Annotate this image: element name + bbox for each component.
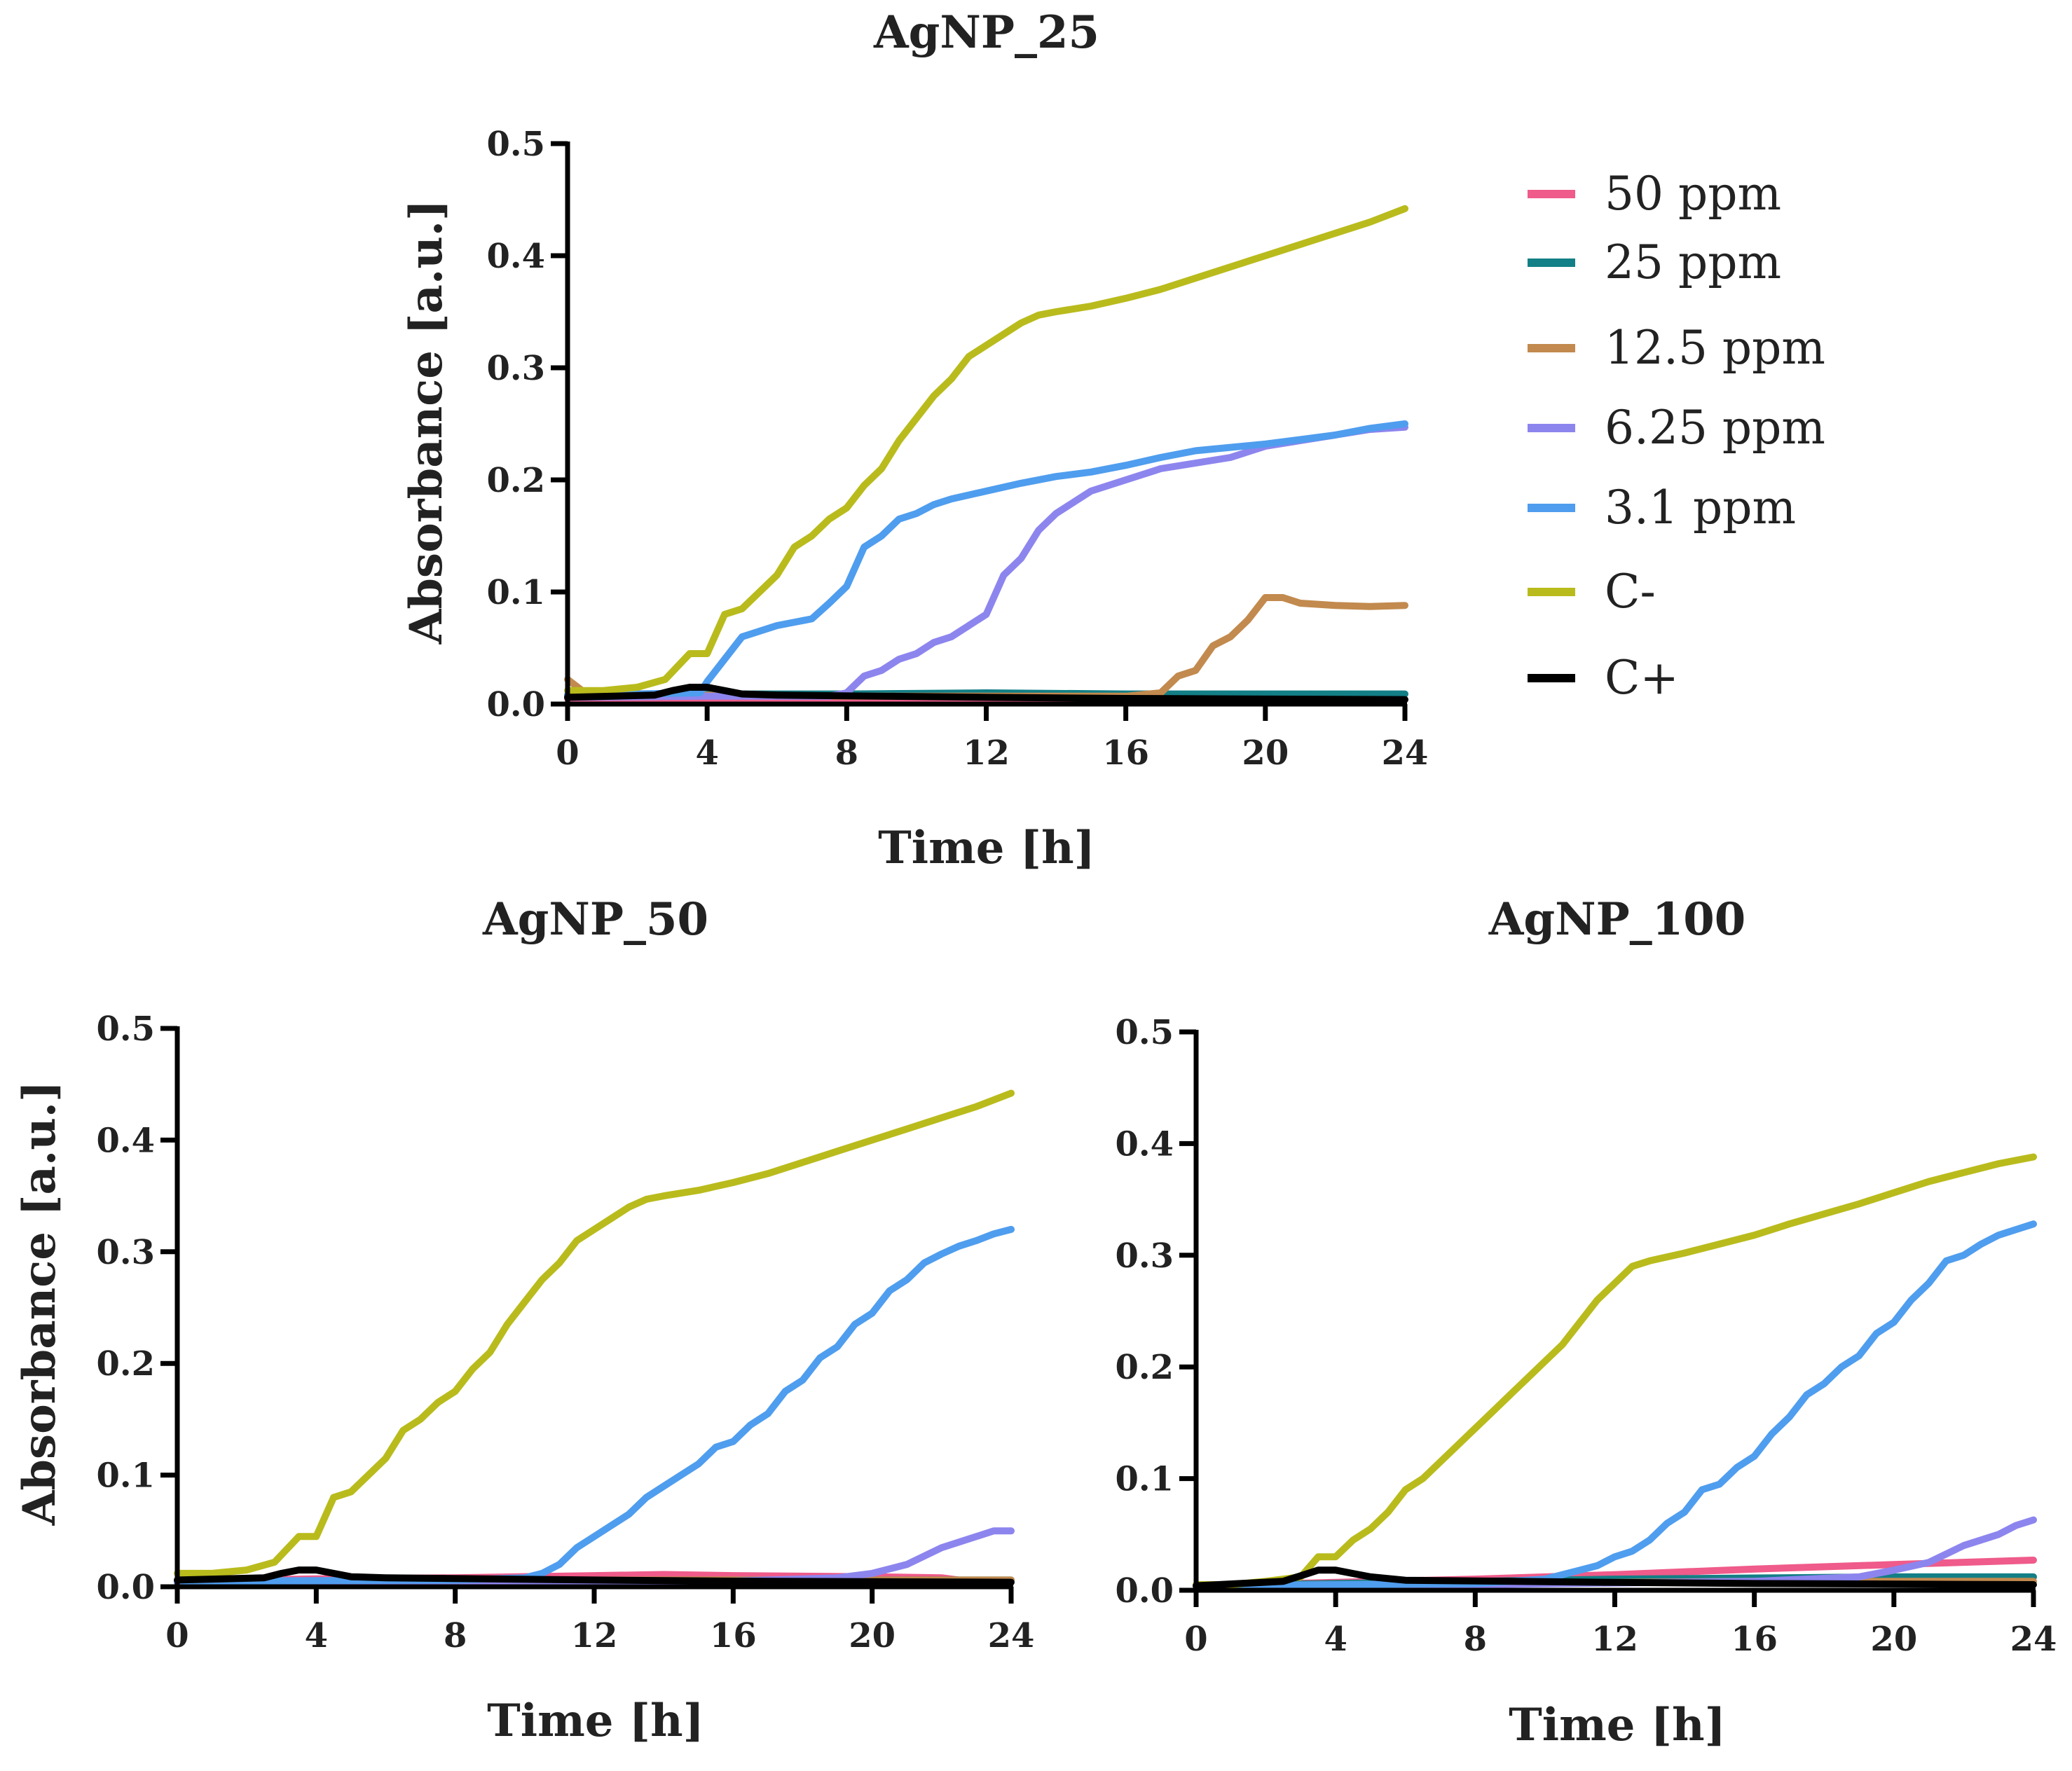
y-tick-label: 0.2	[486, 461, 545, 500]
y-tick-label: 0.1	[96, 1456, 155, 1496]
legend-item: 50 ppm	[1528, 167, 1781, 221]
y-tick-label: 0.1	[1115, 1460, 1174, 1499]
chart-agnp-25: AgNP_25 Absorbance [a.u.] Time [h] 0.00.…	[400, 6, 1428, 874]
series-line-3-1-ppm	[564, 420, 1408, 699]
x-tick-label: 8	[1464, 1620, 1487, 1659]
series-line-6-25-ppm	[564, 423, 1408, 701]
y-tick-label: 0.3	[486, 349, 545, 388]
legend: 50 ppm 25 ppm 12.5 ppm 6.25 ppm 3.1 ppm C- C+	[1528, 167, 1825, 705]
legend-label: 6.25 ppm	[1605, 401, 1825, 455]
x-tick-label: 4	[305, 1616, 328, 1655]
x-tick-label: 4	[1324, 1620, 1347, 1659]
series-line-c-	[174, 1566, 1015, 1586]
chart-title: AgNP_50	[482, 893, 708, 946]
series-line-3-1-ppm	[174, 1225, 1015, 1585]
y-tick-label: 0.2	[1115, 1348, 1174, 1387]
plot-area: 0.0 0.1 0.2 0.3 0.4 0.5 0 4 8 12 16 20 24	[96, 1009, 1034, 1655]
x-tick-label: 20	[1870, 1620, 1917, 1659]
x-tick-label: 24	[1382, 733, 1429, 773]
y-tick-label: 0.2	[96, 1344, 155, 1384]
x-tick-label: 12	[1591, 1620, 1638, 1659]
y-tick-label: 0.4	[1115, 1124, 1174, 1164]
y-tick-label: 0.5	[1115, 1013, 1174, 1052]
legend-item: 25 ppm	[1528, 235, 1781, 289]
legend-label: C+	[1605, 651, 1679, 705]
plot-area: 0.0 0.1 0.2 0.3 0.4 0.5 0 4 8 12 16 20 24	[1115, 1013, 2057, 1659]
x-tick-label: 16	[1731, 1620, 1778, 1659]
y-tick-label: 0.4	[96, 1121, 155, 1160]
series-line-c-	[564, 205, 1408, 694]
chart-title: AgNP_100	[1488, 893, 1746, 946]
x-tick-label: 0	[165, 1616, 188, 1655]
x-tick-label: 16	[1102, 733, 1149, 773]
legend-label: 12.5 ppm	[1605, 321, 1825, 375]
legend-label: 3.1 ppm	[1605, 481, 1796, 535]
y-axis-label: Absorbance [a.u.]	[400, 200, 453, 645]
x-tick-label: 8	[835, 733, 858, 773]
legend-label: 50 ppm	[1605, 167, 1781, 221]
x-axis-label: Time [h]	[878, 822, 1095, 874]
x-tick-label: 16	[710, 1616, 757, 1655]
x-tick-label: 0	[1184, 1620, 1207, 1659]
x-axis-label: Time [h]	[1509, 1699, 1726, 1751]
legend-item: C+	[1528, 651, 1679, 705]
y-tick-label: 0.0	[486, 685, 545, 724]
chart-agnp-50: AgNP_50 Absorbance [a.u.] Time [h] 0.00.…	[13, 893, 1034, 1747]
x-tick-label: 24	[988, 1616, 1035, 1655]
x-tick-label: 20	[1242, 733, 1289, 773]
x-tick-label: 20	[849, 1616, 896, 1655]
y-tick-label: 0.0	[1115, 1571, 1174, 1611]
y-tick-label: 0.4	[486, 237, 545, 276]
x-tick-label: 24	[2010, 1620, 2057, 1659]
x-tick-label: 8	[444, 1616, 467, 1655]
x-tick-label: 12	[571, 1616, 618, 1655]
series-line-c-	[174, 1089, 1015, 1577]
x-tick-label: 4	[695, 733, 718, 773]
series-line-c-	[1193, 1566, 2037, 1590]
legend-item: 3.1 ppm	[1528, 481, 1796, 535]
y-tick-label: 0.5	[486, 125, 545, 164]
series-line-c-	[564, 684, 1408, 703]
y-tick-label: 0.3	[96, 1233, 155, 1272]
y-tick-label: 0.3	[1115, 1236, 1174, 1276]
chart-agnp-100: AgNP_100 Time [h] 0.0 0.1 0.2 0.3 0.4 0.5 0 4 8 1…	[1115, 893, 2057, 1751]
y-tick-label: 0.5	[96, 1009, 155, 1049]
x-tick-label: 12	[963, 733, 1010, 773]
series-line-3-1-ppm	[1193, 1220, 2037, 1590]
y-tick-label: 0.0	[96, 1568, 155, 1607]
legend-label: C-	[1605, 565, 1656, 619]
series-line-c-	[1193, 1153, 2037, 1588]
legend-label: 25 ppm	[1605, 235, 1781, 289]
x-axis-label: Time [h]	[487, 1695, 704, 1747]
plot-area: 0.0 0.1 0.2 0.3 0.4 0.5 0 4 8 12 16 20 24	[486, 125, 1428, 773]
y-tick-label: 0.1	[486, 573, 545, 612]
legend-item: C-	[1528, 565, 1656, 619]
legend-item: 6.25 ppm	[1528, 401, 1825, 455]
x-tick-label: 0	[556, 733, 579, 773]
legend-item: 12.5 ppm	[1528, 321, 1825, 375]
y-axis-label: Absorbance [a.u.]	[13, 1081, 66, 1527]
chart-title: AgNP_25	[873, 6, 1099, 59]
